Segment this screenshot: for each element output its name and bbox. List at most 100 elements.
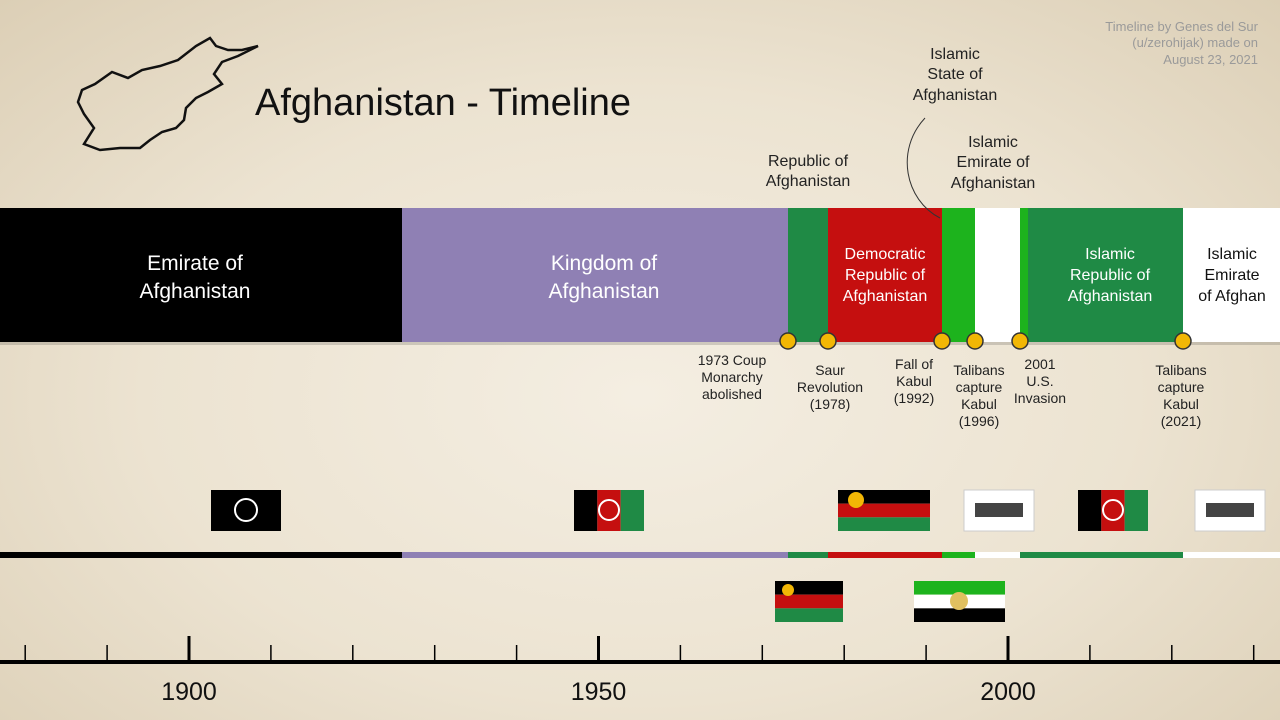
period-line: [0, 552, 402, 558]
text-line: Talibans: [953, 362, 1005, 378]
period-band: [975, 208, 1020, 342]
event-dot: [966, 332, 984, 350]
flag: [574, 490, 598, 531]
tick-label: 1900: [161, 678, 217, 706]
period-band: [942, 208, 975, 342]
text-line: Revolution: [796, 379, 864, 396]
event-dot: [779, 332, 797, 350]
text-line: (1992): [893, 390, 935, 407]
event-label: 1973 Coup Monarchy abolished: [698, 352, 767, 403]
period-label: Islamic Republic of Afghanistan: [1068, 244, 1153, 307]
period-line: [828, 552, 942, 558]
text-line: abolished: [702, 386, 762, 403]
event-dot: [819, 332, 837, 350]
event-label: Saur Revolution (1978): [797, 362, 863, 413]
flag-emblem: [234, 498, 258, 522]
flag: [838, 503, 930, 518]
pointer-line: [906, 117, 941, 219]
tick-label: 1950: [570, 678, 627, 706]
text-line: Monarchy: [701, 369, 763, 386]
band-shadow: [0, 342, 1280, 345]
event-dot: [1174, 332, 1192, 350]
text-line: Islamic: [1085, 246, 1135, 263]
text-line: Kabul: [1163, 396, 1199, 413]
text-line: Afghanistan: [765, 173, 851, 191]
period-line: [975, 552, 1020, 558]
text-line: Emirate of: [147, 252, 243, 275]
period-label: Emirate of Afghanistan: [140, 250, 251, 305]
text-line: Kabul: [961, 396, 997, 413]
flag: [597, 490, 621, 531]
flag: [838, 517, 930, 531]
flag-emblem: [1102, 499, 1124, 521]
text-line: capture: [1157, 379, 1205, 396]
text-line: (u/zerohijak) made on: [1132, 35, 1258, 51]
tick-label: 2000: [980, 678, 1036, 706]
map-outline: [76, 36, 259, 152]
text-line: Islamic: [1207, 246, 1257, 263]
flag: [1124, 490, 1148, 531]
text-line: Afghanistan: [842, 288, 928, 306]
text-line: Afghanistan: [1067, 288, 1153, 306]
period-label: Kingdom of Afghanistan: [549, 250, 660, 305]
flag-text: [975, 503, 1023, 517]
text-line: Afghanistan: [950, 174, 1036, 192]
event-label: Talibans capture Kabul (1996): [953, 362, 1004, 430]
text-line: 2001: [1024, 356, 1056, 372]
flag: [1101, 490, 1125, 531]
period-label: Islamic Emirate of Afghan: [1198, 244, 1266, 307]
axis-line: [0, 660, 1280, 664]
flag: [211, 490, 281, 531]
period-label: Islamic State of Afghanistan: [913, 45, 998, 106]
event-dot: [933, 332, 951, 350]
text-line: Talibans: [1155, 362, 1207, 378]
title: Afghanistan - Timeline: [255, 82, 631, 124]
text-line: (2021): [1160, 413, 1202, 430]
credit: Timeline by Genes del Sur (u/zerohijak) m…: [1105, 19, 1258, 68]
text-line: (1978): [809, 396, 851, 413]
text-line: Islamic: [968, 134, 1018, 151]
period-line: [402, 552, 788, 558]
flag: [1078, 490, 1102, 531]
text-line: Kabul: [896, 373, 932, 390]
flag-emblem: [848, 492, 864, 508]
period-band: [402, 208, 788, 342]
flag: [914, 581, 1005, 595]
period-label: Democratic Republic of Afghanistan: [843, 244, 928, 307]
flag: [775, 608, 843, 622]
period-line: [1020, 552, 1183, 558]
period-line: [942, 552, 975, 558]
text-line: Republic of: [1069, 267, 1151, 285]
text-line: Republic of: [844, 267, 926, 285]
flag: [620, 490, 644, 531]
text-line: (1996): [958, 413, 1000, 430]
period-band: [0, 208, 402, 342]
text-line: Fall of: [894, 356, 934, 372]
period-band: [788, 208, 828, 342]
text-line: 1973 Coup: [697, 352, 767, 368]
text-line: August 23, 2021: [1163, 51, 1258, 67]
period-band: [828, 208, 942, 342]
text-line: Timeline by Genes del Sur: [1105, 19, 1258, 34]
flag-text: [1206, 503, 1254, 517]
text-line: capture: [955, 379, 1003, 396]
text-line: Invasion: [1013, 390, 1067, 407]
flag-emblem: [598, 499, 620, 521]
text-line: Saur: [815, 362, 845, 378]
flag: [914, 608, 1005, 622]
period-label: Republic of Afghanistan: [766, 152, 851, 193]
text-line: Democratic: [844, 246, 926, 263]
text-line: Afghanistan: [139, 279, 251, 303]
event-label: Talibans capture Kabul (2021): [1155, 362, 1206, 430]
text-line: State of: [927, 66, 983, 84]
text-line: Afghanistan: [548, 279, 660, 303]
period-line: [788, 552, 828, 558]
flag-emblem: [950, 592, 968, 610]
text-line: Emirate: [1204, 267, 1260, 285]
period-label: Islamic Emirate of Afghanistan: [951, 133, 1036, 194]
text-line: Emirate of: [956, 154, 1030, 172]
period-line: [1183, 552, 1280, 558]
event-label: 2001 U.S. Invasion: [1014, 356, 1066, 407]
